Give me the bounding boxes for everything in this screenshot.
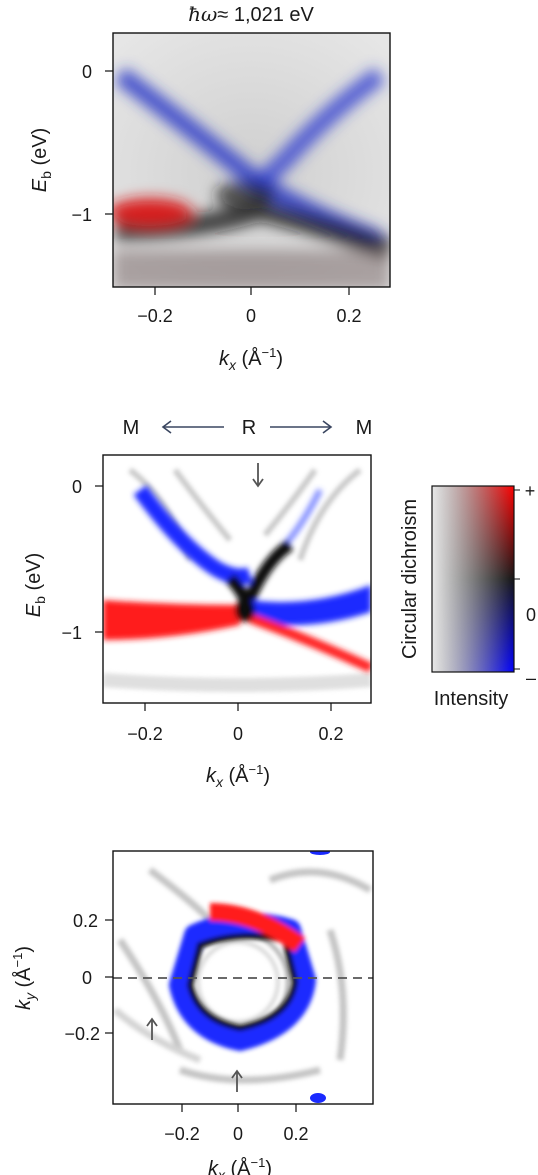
mid-x-axis-label: kx (Å−1) [206, 762, 270, 790]
mid-x-axis: −0.2 0 0.2 [127, 703, 344, 744]
top-y-tick-1: −1 [71, 205, 92, 225]
top-band-dark [114, 198, 390, 261]
mid-band-blue-left [133, 485, 253, 585]
mid-y-tick-0: 0 [72, 477, 82, 497]
bot-y-tick-2: −0.2 [64, 1024, 100, 1044]
top-x-axis-label: kx (Å−1) [219, 345, 283, 373]
top-x-axis: −0.2 0 0.2 [137, 287, 362, 326]
colorbar-tick-zero: 0 [526, 605, 536, 625]
colorbar-tick-negative: – [526, 668, 536, 688]
colorbar: + 0 – Circular dichroism Intensity [399, 481, 536, 710]
top-band-blue-right [244, 67, 386, 198]
mid-marker-arrow-icon [252, 463, 264, 488]
high-symmetry-path: M R M [123, 417, 373, 439]
top-y-axis-label: Eb (eV) [29, 128, 54, 192]
top-panel-title: ħω≈ 1,021 eV [188, 2, 314, 26]
colorbar-title: Circular dichroism [399, 499, 421, 659]
bot-fermi-surface-plot [113, 851, 373, 1104]
bot-x-tick-1: 0 [233, 1124, 243, 1144]
top-plot-background [113, 33, 390, 287]
mid-band-red-diagonal [248, 613, 371, 673]
colorbar-bottom-label: Intensity [434, 688, 508, 710]
bot-y-tick-1: 0 [82, 968, 92, 988]
top-panel-title-value: ≈ 1,021 eV [217, 4, 314, 26]
top-y-axis: 0 −1 [71, 62, 113, 225]
mid-band-blue-right [250, 585, 371, 626]
top-band-dark-center [215, 181, 275, 209]
arrow-right-icon [270, 420, 333, 434]
top-x-tick-0: −0.2 [137, 306, 173, 326]
colorbar-tick-positive: + [525, 481, 536, 501]
arrow-left-icon [161, 420, 224, 434]
mid-x-tick-1: 0 [233, 724, 243, 744]
bot-y-tick-0: 0.2 [73, 911, 98, 931]
bot-y-axis-label: ky (Å−1) [10, 946, 38, 1010]
mid-y-axis-label: Eb (eV) [23, 553, 48, 617]
bot-arc-red [209, 903, 306, 953]
bot-x-tick-0: −0.2 [164, 1124, 200, 1144]
top-bottom-shadow [113, 250, 390, 287]
mid-band-red-left [103, 600, 240, 640]
bot-pocket-dark [186, 933, 299, 1032]
mid-y-axis: 0 −1 [61, 477, 103, 643]
bot-x-tick-2: 0.2 [283, 1124, 308, 1144]
top-spectrum-plot [113, 33, 390, 287]
bot-y-axis: 0.2 0 −0.2 [64, 911, 113, 1044]
bot-marker-arrow-bottom-icon [231, 1069, 243, 1092]
colorbar-negative-gradient [432, 486, 514, 672]
top-x-tick-1: 0 [246, 306, 256, 326]
mid-x-tick-0: −0.2 [127, 724, 163, 744]
top-x-tick-2: 0.2 [336, 306, 361, 326]
top-band-red [113, 198, 192, 226]
mid-spectrum-plot [103, 455, 371, 703]
mid-x-tick-2: 0.2 [318, 724, 343, 744]
path-label-left: M [123, 417, 140, 439]
path-label-right: M [356, 417, 373, 439]
bot-marker-arrow-left-icon [146, 1017, 158, 1040]
mid-y-tick-1: −1 [61, 623, 82, 643]
top-y-tick-0: 0 [82, 62, 92, 82]
mid-plot-frame [102, 454, 372, 704]
bot-x-axis-label: kx (Å−1) [208, 1155, 272, 1175]
path-label-center: R [242, 417, 256, 439]
bot-x-axis: −0.2 0 0.2 [164, 1104, 309, 1144]
